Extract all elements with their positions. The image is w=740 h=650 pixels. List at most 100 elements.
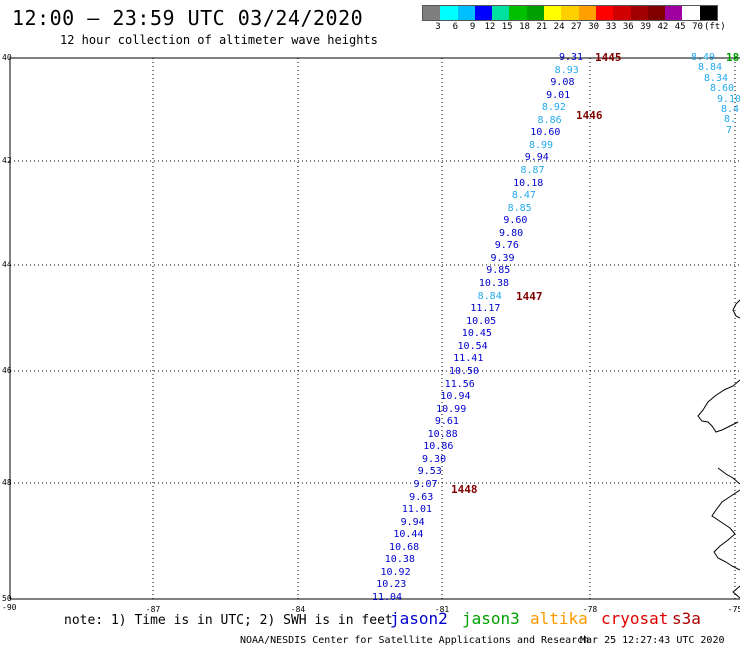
wave-height-colorbar — [422, 5, 719, 21]
colorbar-tick-label: 6 — [452, 22, 459, 32]
lat-lon-grid — [10, 58, 740, 599]
wave-height-value: 10.23 — [376, 579, 407, 591]
corner-lon-label: -90 — [2, 603, 17, 612]
wave-height-value-east: 8. — [724, 114, 737, 126]
wave-height-value-east: 8.84 — [698, 62, 723, 74]
colorbar-tick-label: 21 — [536, 22, 548, 32]
colorbar-swatch — [457, 6, 475, 20]
wave-height-value: 11.56 — [444, 378, 475, 390]
colorbar-swatch — [526, 6, 545, 20]
colorbar-tick-label: 36 — [622, 22, 634, 32]
wave-height-value: 9.80 — [499, 227, 524, 239]
wave-height-value: 9.76 — [494, 240, 519, 252]
wave-height-value: 10.88 — [427, 428, 458, 440]
wave-height-value: 9.60 — [503, 215, 528, 227]
coastline — [697, 299, 740, 599]
lon-label: -81 — [434, 605, 450, 614]
wave-height-value: 10.94 — [440, 391, 471, 403]
orbit-number-label: 1446 — [576, 109, 603, 122]
wave-height-value: 8.85 — [507, 202, 532, 214]
colorbar-swatch — [595, 6, 614, 20]
colorbar-swatch — [699, 6, 718, 20]
coastline-segment — [717, 467, 740, 485]
lat-label: 50 — [2, 594, 12, 603]
map-title: 12:00 – 23:59 UTC 03/24/2020 — [12, 6, 364, 30]
map-subtitle: 12 hour collection of altimeter wave hei… — [60, 33, 378, 47]
orbit-number-label: 1445 — [595, 51, 622, 64]
wave-height-value: 10.18 — [513, 177, 544, 189]
wave-height-value: 10.50 — [448, 365, 480, 377]
coastline-segment — [732, 299, 740, 319]
satellite-legend-jason2: jason2 — [390, 609, 448, 628]
wave-height-value: 8.47 — [511, 190, 536, 202]
wave-height-value: 10.38 — [384, 554, 415, 566]
colorbar-tick-label: 27 — [570, 22, 582, 32]
wave-height-value-east: 8.34 — [704, 72, 729, 84]
wave-height-value: 9.01 — [546, 89, 571, 101]
satellite-legend-altika: altika — [530, 609, 588, 628]
colorbar-swatch — [561, 6, 579, 20]
wave-height-value: 11.01 — [401, 504, 433, 516]
lon-label: -87 — [145, 605, 161, 614]
lat-label: 42 — [2, 156, 12, 165]
wave-height-value: 10.99 — [436, 403, 467, 415]
wave-height-value: 9.85 — [486, 265, 511, 277]
colorbar-swatch — [474, 6, 493, 20]
lat-label: 40 — [2, 53, 12, 62]
wave-height-value: 9.94 — [400, 516, 425, 528]
wave-height-value: 9.63 — [409, 491, 434, 503]
colorbar-swatch — [492, 6, 510, 20]
colorbar-tick-label: 15 — [501, 22, 513, 32]
footer-note: note: 1) Time is in UTC; 2) SWH is in fe… — [64, 613, 393, 628]
wave-height-value: 10.86 — [423, 441, 454, 453]
wave-height-value: 8.86 — [537, 114, 562, 126]
colorbar-swatch — [578, 6, 596, 20]
satellite-legend-cryosat: cryosat — [601, 609, 669, 628]
wave-height-value: 10.45 — [461, 328, 492, 340]
wave-height-value: 10.92 — [380, 566, 411, 578]
wave-height-value: 9.94 — [524, 152, 549, 164]
wave-height-value-east: 8.49 — [691, 52, 716, 63]
wave-height-value-east: 7 — [726, 124, 733, 136]
orbit-number-label: 1448 — [451, 483, 478, 496]
coastline-segment — [697, 379, 740, 433]
colorbar-swatch — [630, 6, 648, 20]
colorbar-tick-label: 24 — [553, 22, 565, 32]
orbit-number-label-partial: 18 — [726, 51, 740, 64]
colorbar-tick-label: 30 — [588, 22, 600, 32]
wave-height-value-east: 8.4 — [721, 104, 740, 115]
map-frame — [9, 57, 740, 600]
wave-height-value: 10.44 — [393, 529, 424, 541]
colorbar-tick-label: 9 — [469, 22, 476, 32]
wave-height-value: 10.38 — [478, 278, 510, 290]
colorbar-tick-label: 42 — [657, 22, 669, 32]
wave-height-value: 9.39 — [490, 252, 515, 264]
colorbar-tick-label: (ft) — [703, 22, 726, 32]
wave-height-value: 8.87 — [520, 165, 545, 177]
colorbar-tick-label: 39 — [640, 22, 652, 32]
lat-label: 48 — [2, 478, 12, 487]
wave-height-value: 10.60 — [530, 127, 561, 139]
colorbar-swatch — [440, 6, 458, 20]
wave-height-value: 8.92 — [541, 102, 566, 114]
wave-height-value-east: 8.60 — [710, 83, 735, 95]
coastline-segment — [711, 489, 740, 571]
wave-height-value: 9.07 — [413, 478, 438, 490]
wave-height-value: 10.54 — [457, 340, 488, 352]
wave-height-value: 8.84 — [477, 290, 502, 302]
colorbar-tick-label: 45 — [674, 22, 686, 32]
wave-height-value: 8.99 — [528, 139, 554, 151]
colorbar-swatch — [682, 6, 700, 20]
colorbar-tick-label: 18 — [519, 22, 530, 32]
lat-label: 46 — [2, 366, 12, 375]
wave-height-value: 9.53 — [417, 466, 442, 478]
colorbar-swatch — [509, 6, 527, 20]
wave-height-value: 9.61 — [434, 416, 459, 428]
wave-height-value: 11.41 — [453, 353, 484, 365]
wave-height-value-east: 9.10 — [717, 93, 740, 105]
wave-height-value: 8.93 — [554, 64, 579, 76]
coastline-segment — [732, 585, 740, 599]
colorbar-tick-label: 3 — [435, 22, 441, 32]
wave-height-value: 9.31 — [558, 52, 584, 63]
